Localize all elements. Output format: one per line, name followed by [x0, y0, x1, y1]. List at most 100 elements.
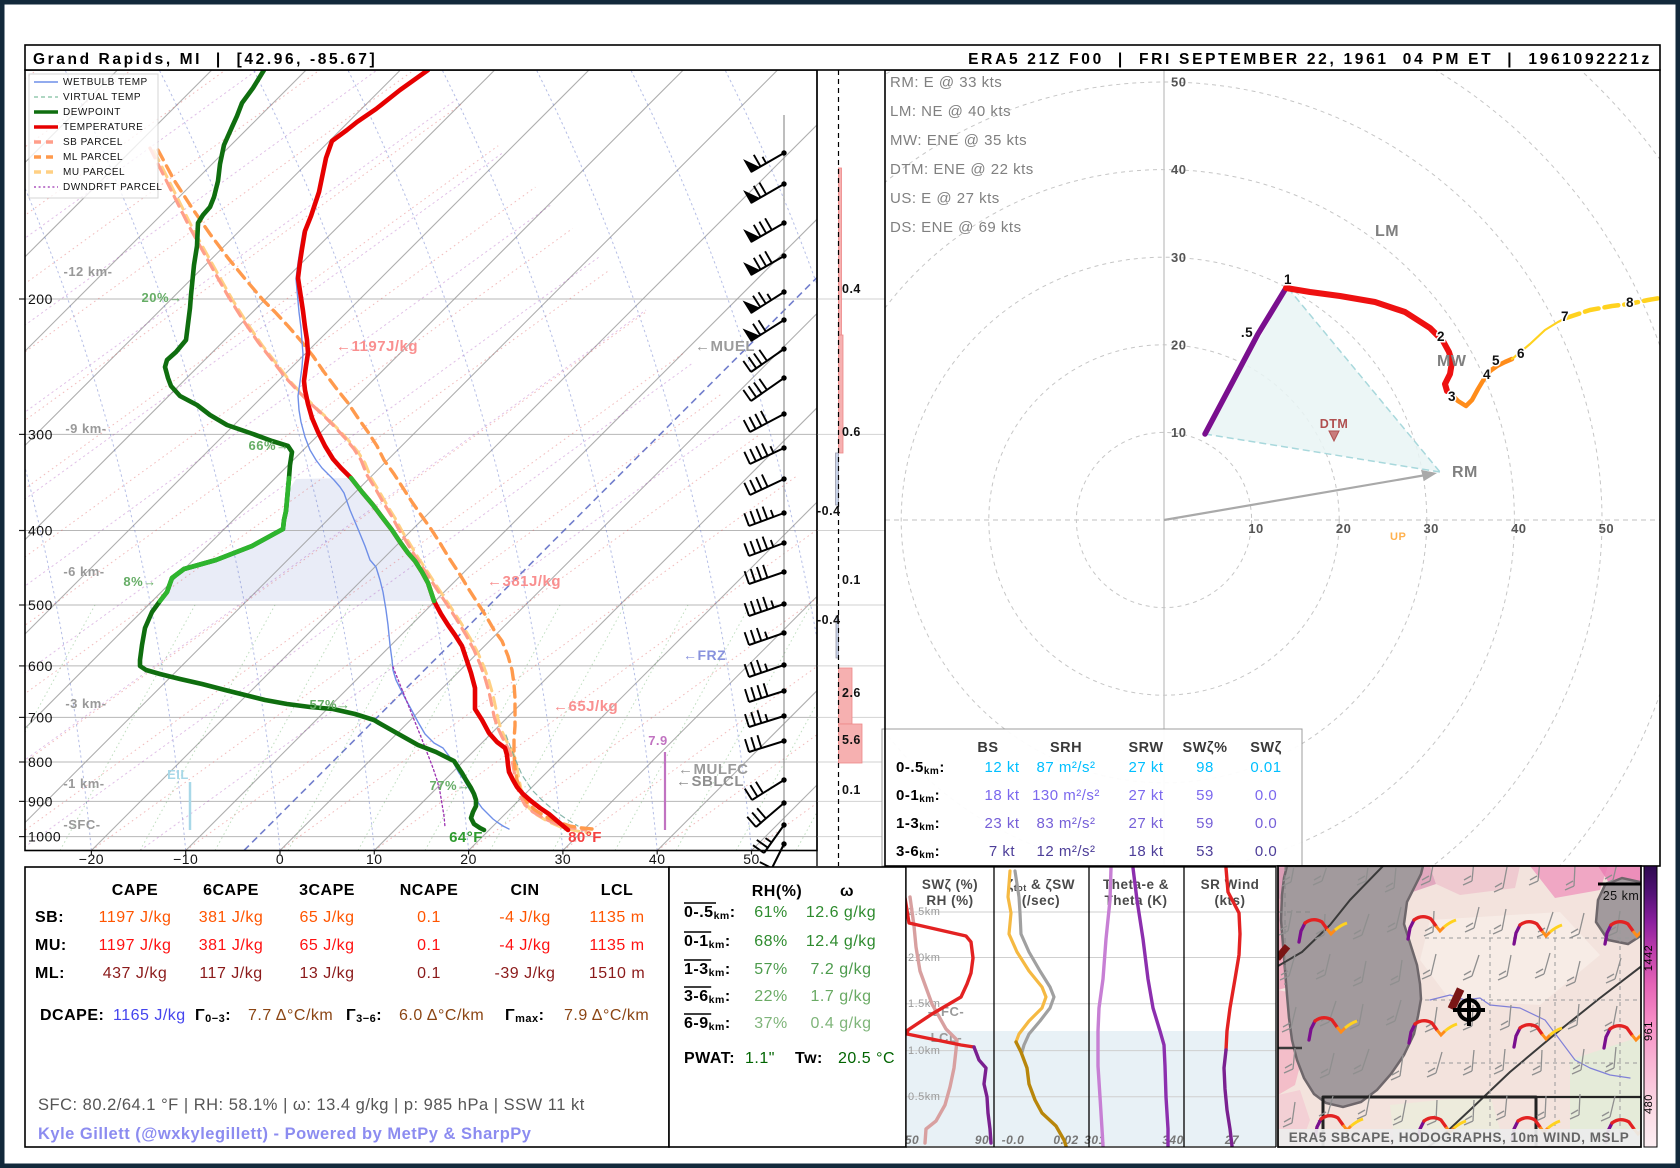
svg-text:22%: 22% [754, 988, 788, 1005]
svg-text:6.0 Δ°C/km: 6.0 Δ°C/km [399, 1007, 484, 1024]
svg-text:0.01: 0.01 [1250, 759, 1281, 776]
svg-text:-SFC-: -SFC- [63, 817, 100, 832]
svg-text:40: 40 [1171, 162, 1186, 177]
svg-text:30: 30 [555, 851, 572, 867]
svg-text:0.5km: 0.5km [908, 1091, 940, 1103]
svg-text:DS: ENE @ 69 kts: DS: ENE @ 69 kts [890, 219, 1022, 236]
svg-text:BS: BS [977, 740, 998, 756]
svg-text:←MUEL: ←MUEL [695, 338, 755, 355]
svg-text:(/sec): (/sec) [1022, 893, 1060, 908]
svg-text:200: 200 [28, 291, 53, 307]
svg-text:381 J/kg: 381 J/kg [199, 909, 263, 926]
svg-text:30: 30 [1423, 521, 1438, 536]
svg-text:SWζ%: SWζ% [1183, 740, 1228, 756]
svg-text:TEMPERATURE: TEMPERATURE [63, 122, 143, 133]
svg-text:0.1: 0.1 [417, 937, 441, 954]
svg-text:340: 340 [1162, 1133, 1184, 1147]
svg-text:NCAPE: NCAPE [400, 882, 459, 899]
svg-text:10: 10 [366, 851, 383, 867]
svg-text:117 J/kg: 117 J/kg [199, 965, 262, 982]
svg-text:30: 30 [1171, 250, 1186, 265]
svg-text:SB PARCEL: SB PARCEL [63, 137, 123, 148]
svg-text:480: 480 [1643, 1094, 1655, 1114]
svg-text:8: 8 [1626, 295, 1634, 310]
svg-text:EIL: EIL [167, 767, 189, 782]
svg-text:-1 km-: -1 km- [63, 776, 104, 791]
svg-text:0.0: 0.0 [1255, 843, 1277, 860]
svg-text:UP: UP [1390, 531, 1406, 543]
svg-text:7.2 g/kg: 7.2 g/kg [811, 961, 872, 978]
svg-text:80°F: 80°F [568, 829, 602, 846]
svg-text:3CAPE: 3CAPE [299, 882, 355, 899]
svg-text:900: 900 [28, 793, 53, 809]
svg-text:ERA5 21Z F00 | FRI SEPTEMBER: ERA5 21Z F00 | FRI SEPTEMBER 22, 1961 04… [968, 51, 1652, 68]
svg-text:0.4: 0.4 [842, 282, 861, 296]
svg-text:0.6: 0.6 [842, 425, 861, 439]
svg-text:VIRTUAL TEMP: VIRTUAL TEMP [63, 92, 141, 103]
svg-text:0.1: 0.1 [842, 573, 861, 587]
svg-text:50: 50 [743, 851, 760, 867]
svg-text:2.0km: 2.0km [908, 952, 940, 964]
svg-text:27 kt: 27 kt [1128, 787, 1163, 804]
svg-text:SB:: SB: [35, 909, 64, 926]
svg-text:-9 km-: -9 km- [65, 421, 106, 436]
svg-text:.5: .5 [1241, 325, 1253, 340]
svg-text:1.1": 1.1" [745, 1050, 775, 1067]
svg-text:1.7 g/kg: 1.7 g/kg [811, 988, 872, 1005]
svg-text:83 m²/s²: 83 m²/s² [1036, 815, 1095, 832]
svg-text:20.5 °C: 20.5 °C [838, 1050, 895, 1067]
svg-text:20: 20 [460, 851, 477, 867]
svg-text:7.9 Δ°C/km: 7.9 Δ°C/km [564, 1007, 649, 1024]
svg-text:MU PARCEL: MU PARCEL [63, 167, 125, 178]
svg-text:0.0: 0.0 [1255, 787, 1277, 804]
svg-text:2: 2 [1437, 329, 1445, 344]
svg-text:-0.0: -0.0 [1002, 1133, 1025, 1147]
svg-text:7.7 Δ°C/km: 7.7 Δ°C/km [248, 1007, 333, 1024]
svg-text:-0.4: -0.4 [817, 504, 841, 518]
svg-text:18 kt: 18 kt [984, 787, 1019, 804]
svg-text:-39 J/kg: -39 J/kg [495, 965, 556, 982]
svg-text:SWζ (%): SWζ (%) [922, 877, 978, 892]
svg-text:-6 km-: -6 km- [63, 564, 104, 579]
svg-text:1: 1 [1284, 272, 1292, 287]
svg-text:1197 J/kg: 1197 J/kg [99, 937, 172, 954]
svg-text:6: 6 [1517, 346, 1525, 361]
svg-text:5.6: 5.6 [842, 733, 861, 747]
svg-text:57%→: 57%→ [309, 697, 350, 712]
svg-text:MW: MW [1437, 353, 1467, 370]
svg-text:437 J/kg: 437 J/kg [103, 965, 167, 982]
svg-text:SRH: SRH [1050, 740, 1082, 756]
svg-text:65 J/kg: 65 J/kg [299, 937, 354, 954]
svg-text:8%→: 8%→ [123, 574, 156, 589]
svg-text:1442: 1442 [1643, 945, 1655, 971]
svg-text:300: 300 [28, 426, 53, 442]
svg-text:961: 961 [1643, 1021, 1655, 1041]
svg-text:(kts): (kts) [1214, 893, 1245, 908]
svg-text:1165 J/kg: 1165 J/kg [113, 1007, 186, 1024]
svg-text:57%: 57% [754, 961, 788, 978]
svg-text:66%→: 66%→ [248, 438, 289, 453]
svg-text:20: 20 [1171, 337, 1186, 352]
svg-text:SRW: SRW [1128, 740, 1163, 756]
svg-text:ML:: ML: [35, 965, 65, 982]
svg-text:12.4 g/kg: 12.4 g/kg [806, 933, 876, 950]
svg-text:20: 20 [1336, 521, 1351, 536]
svg-text:7: 7 [1561, 309, 1569, 324]
svg-text:40: 40 [1511, 521, 1526, 536]
svg-text:WETBULB TEMP: WETBULB TEMP [63, 77, 148, 88]
svg-text:25 km: 25 km [1603, 889, 1640, 903]
svg-text:ERA5 SBCAPE, HODOGRAPHS, 10m W: ERA5 SBCAPE, HODOGRAPHS, 10m WIND, MSLP [1289, 1130, 1630, 1145]
svg-text:1510 m: 1510 m [589, 965, 645, 982]
svg-text:27 kt: 27 kt [1128, 759, 1163, 776]
svg-text:50: 50 [1599, 521, 1614, 536]
svg-text:MU:: MU: [35, 937, 67, 954]
svg-text:MW: ENE @ 35 kts: MW: ENE @ 35 kts [890, 132, 1027, 149]
svg-text:0.4 g/kg: 0.4 g/kg [811, 1015, 872, 1032]
svg-text:27 kt: 27 kt [1128, 815, 1163, 832]
svg-text:RM: E @ 33 kts: RM: E @ 33 kts [890, 74, 1002, 91]
svg-text:12.6 g/kg: 12.6 g/kg [806, 904, 876, 921]
svg-text:0.1: 0.1 [417, 965, 441, 982]
svg-text:−10: −10 [173, 851, 198, 867]
svg-text:3: 3 [1448, 389, 1456, 404]
svg-text:Tw:: Tw: [795, 1050, 823, 1067]
